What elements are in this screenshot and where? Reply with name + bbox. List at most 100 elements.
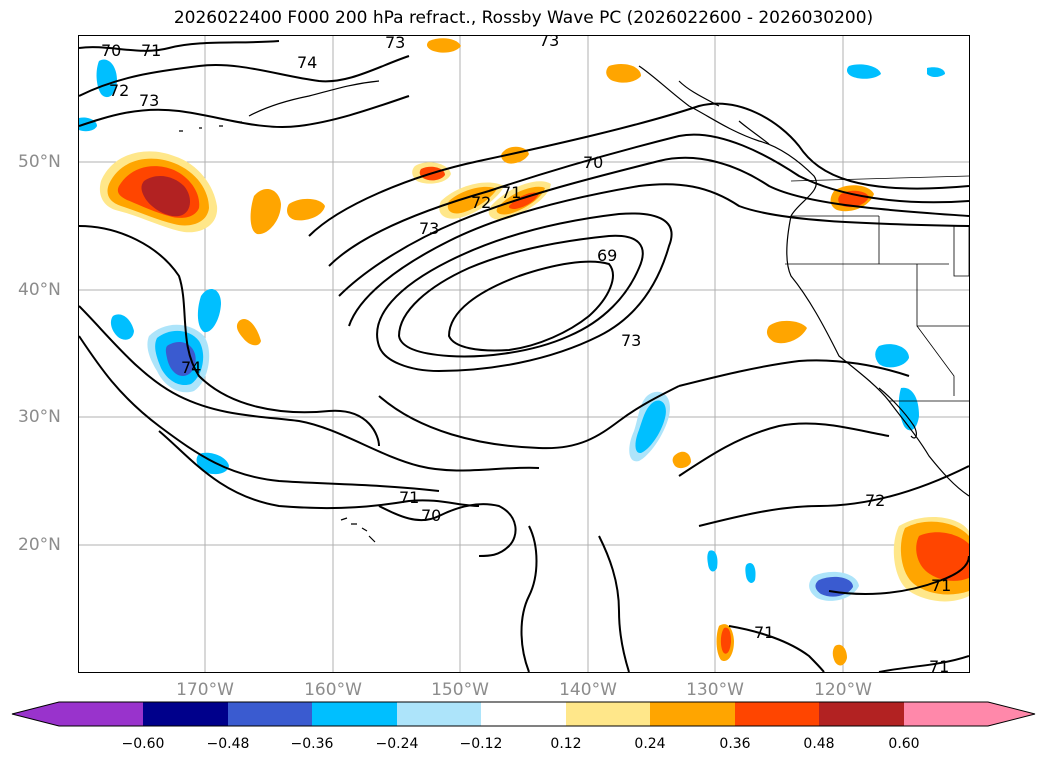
map-panel: 70 71 72 73 74 73 73 69 70 72 71 73 74 7… xyxy=(79,36,969,672)
anomaly-fills xyxy=(79,38,969,666)
colorbar-bin xyxy=(397,702,481,726)
fill-positive xyxy=(606,64,641,83)
colorbar-tick: 0.60 xyxy=(888,736,920,752)
contour-line xyxy=(447,260,614,352)
lon-label-160w: 160°W xyxy=(304,680,362,700)
contour-line xyxy=(348,183,969,327)
contour-label: 73 xyxy=(385,36,405,52)
lat-label-40n: 40°N xyxy=(18,280,61,300)
colorbar-under-arrow xyxy=(12,702,59,726)
contour-line xyxy=(520,525,538,672)
colorbar-bin xyxy=(59,702,143,726)
aleutian-islands xyxy=(179,121,242,132)
fill-positive xyxy=(672,451,691,469)
contour-line xyxy=(79,335,440,492)
fill-positive xyxy=(447,186,497,214)
colorbar-tick: −0.48 xyxy=(206,736,250,752)
lon-label-170w: 170°W xyxy=(176,680,234,700)
contour-label: 70 xyxy=(421,506,441,525)
lon-label-140w: 140°W xyxy=(559,680,617,700)
contour-label: 71 xyxy=(141,41,161,60)
contours xyxy=(79,40,969,672)
contour-label: 71 xyxy=(931,576,951,595)
contour-line xyxy=(338,156,969,297)
colorbar-tick: 0.36 xyxy=(719,736,751,752)
border-canada-us xyxy=(790,175,969,182)
coastline-baja xyxy=(878,387,917,439)
lat-label-50n: 50°N xyxy=(18,152,61,172)
lat-label-30n: 30°N xyxy=(18,407,61,427)
contour-label: 69 xyxy=(597,246,617,265)
contour-line xyxy=(728,625,825,672)
contour-labels: 70 71 72 73 74 73 73 69 70 72 71 73 74 7… xyxy=(101,36,951,672)
lon-label-150w: 150°W xyxy=(431,680,489,700)
coastlines xyxy=(179,65,969,543)
colorbar xyxy=(11,701,1036,727)
fill-negative xyxy=(707,550,718,572)
coastline-north-america xyxy=(638,65,969,497)
graticule xyxy=(79,36,969,672)
fill-positive xyxy=(720,627,731,654)
border-box xyxy=(953,225,969,277)
contour-line xyxy=(878,655,969,672)
colorbar-tick: −0.12 xyxy=(459,736,503,752)
fill-negative xyxy=(815,576,853,597)
border-ca-az xyxy=(916,325,955,396)
fill-positive xyxy=(916,532,969,581)
colorbar-tick: −0.36 xyxy=(290,736,334,752)
lon-label-120w: 120°W xyxy=(814,680,872,700)
fill-positive xyxy=(236,318,261,346)
contour-line xyxy=(678,359,910,387)
map-title: 2026022400 F000 200 hPa refract., Rossby… xyxy=(173,8,874,28)
colorbar-tick: 0.12 xyxy=(550,736,582,752)
colorbar-over-arrow xyxy=(988,702,1035,726)
contour-line xyxy=(158,430,480,510)
fill-positive xyxy=(838,190,869,208)
contour-line xyxy=(79,305,540,472)
colorbar-tick: −0.60 xyxy=(121,736,165,752)
fill-positive xyxy=(766,320,807,344)
contour-line xyxy=(598,535,630,672)
colorbar-bin xyxy=(650,702,735,726)
border-nv xyxy=(916,264,969,327)
contour-line xyxy=(79,55,410,97)
contour-label: 70 xyxy=(101,41,121,60)
fill-negative xyxy=(635,400,666,454)
contour-line xyxy=(397,234,644,358)
colorbar-bin xyxy=(735,702,819,726)
contour-label: 71 xyxy=(754,623,774,642)
map-canvas: 70 71 72 73 74 73 73 69 70 72 71 73 74 7… xyxy=(79,36,969,672)
fill-positive xyxy=(426,38,461,53)
contour-label: 73 xyxy=(621,331,641,350)
contour-line xyxy=(328,133,969,267)
contour-label: 71 xyxy=(501,183,521,202)
fill-negative xyxy=(197,289,221,333)
lat-label-20n: 20°N xyxy=(18,535,61,555)
contour-label: 71 xyxy=(399,488,419,507)
coastline-hawaii xyxy=(340,517,376,543)
colorbar-bin xyxy=(228,702,312,726)
fill-negative xyxy=(875,344,909,368)
fill-negative xyxy=(927,67,945,77)
fill-negative xyxy=(110,314,134,340)
contour-line xyxy=(698,465,969,527)
fill-positive xyxy=(508,192,539,209)
contour-line xyxy=(79,40,280,52)
contour-line xyxy=(828,555,969,595)
contour-line xyxy=(79,95,410,128)
contour-line xyxy=(376,212,673,373)
colorbar-outline xyxy=(11,701,1036,727)
fill-positive xyxy=(287,198,325,221)
contour-line xyxy=(378,503,517,557)
contour-line xyxy=(678,422,890,477)
fill-positive xyxy=(250,189,281,235)
contour-label: 72 xyxy=(471,193,491,212)
contour-line xyxy=(308,102,969,237)
contour-label: 72 xyxy=(109,81,129,100)
state-borders xyxy=(785,175,969,402)
colorbar-bin xyxy=(819,702,904,726)
colorbar-bin xyxy=(566,702,650,726)
fill-positive xyxy=(141,175,191,217)
colorbar-bin xyxy=(312,702,397,726)
fill-negative xyxy=(846,64,881,79)
